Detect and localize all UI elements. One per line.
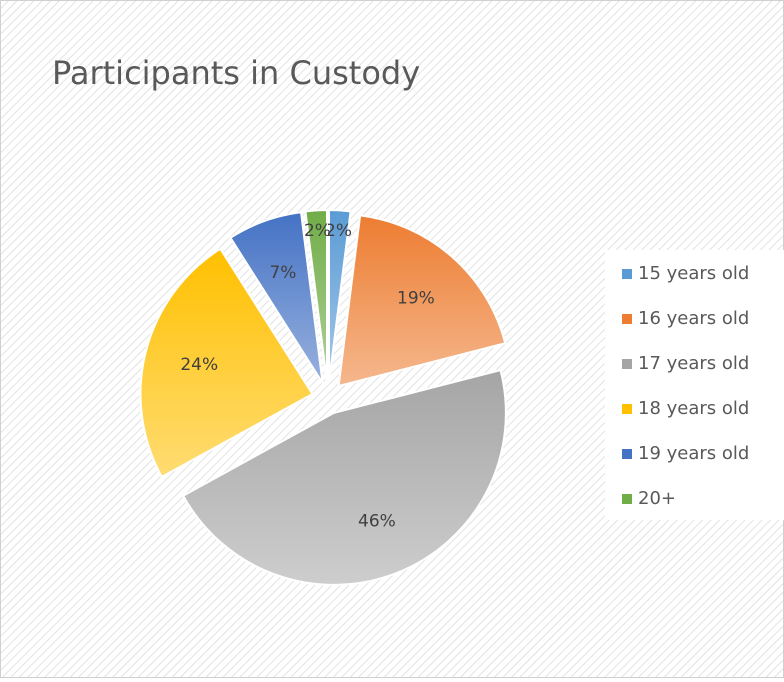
slice-shade [338,215,506,386]
slice-shade [230,212,323,383]
slice-shade [329,210,351,383]
data-label: 2% [304,221,331,241]
legend-box [605,250,784,520]
chart-title: Participants in Custody [52,54,420,92]
legend-label: 18 years old [638,398,749,419]
legend-swatch [622,269,632,279]
legend-swatch [622,449,632,459]
data-label: 7% [269,263,296,283]
slice-shade [305,210,327,383]
data-label: 46% [358,512,396,532]
legend-label: 15 years old [638,263,749,284]
legend-label: 17 years old [638,353,749,374]
legend-label: 20+ [638,488,676,509]
legend-swatch [622,494,632,504]
legend-label: 16 years old [638,308,749,329]
slice-shade [140,248,313,477]
legend-swatch [622,314,632,324]
legend-swatch [622,359,632,369]
data-label: 24% [180,355,218,375]
data-label: 2% [325,221,352,241]
legend-swatch [622,404,632,414]
slice-shade [183,370,506,585]
legend-label: 19 years old [638,443,749,464]
data-label: 19% [397,288,435,308]
